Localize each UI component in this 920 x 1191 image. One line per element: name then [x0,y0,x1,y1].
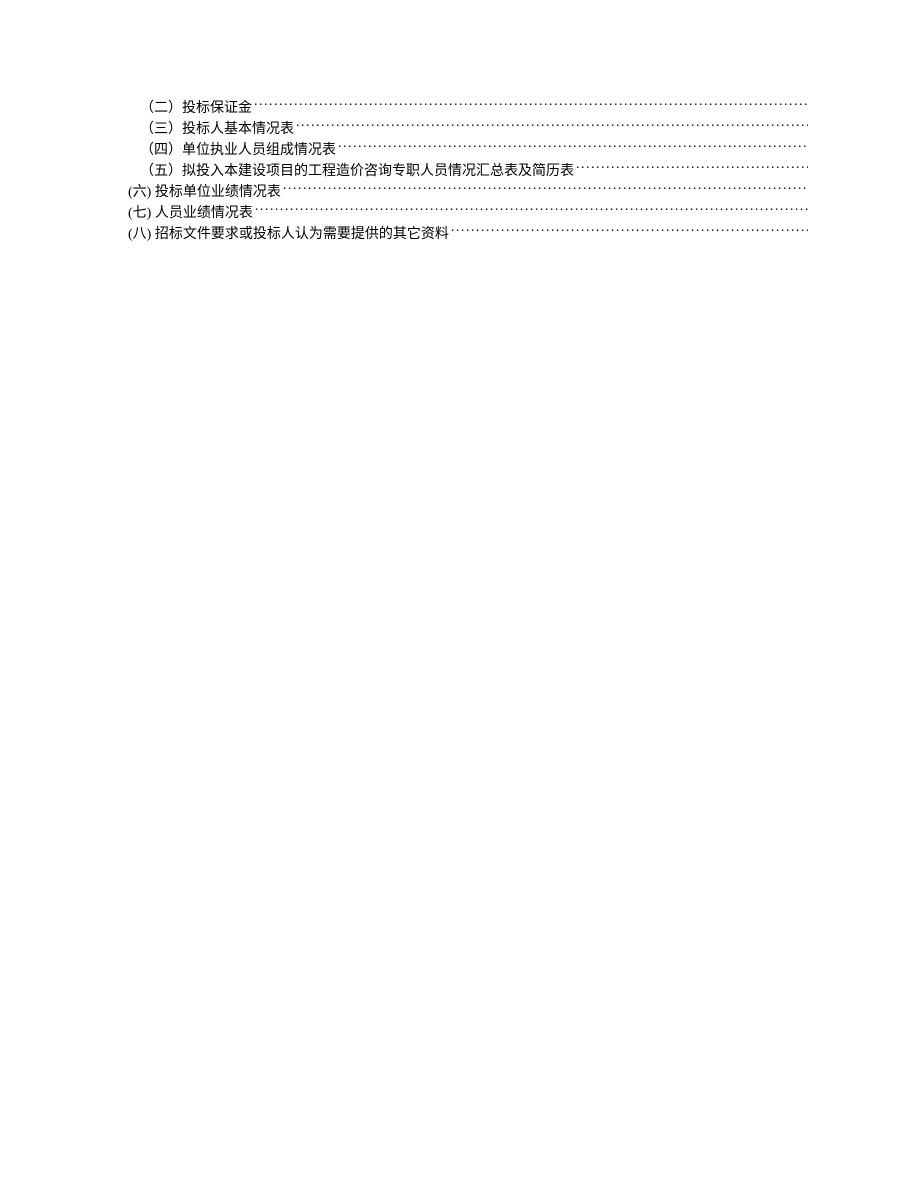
toc-entry: （五）拟投入本建设项目的工程造价咨询专职人员情况汇总表及简历表 [128,161,808,182]
toc-leader-dots [451,224,808,238]
toc-label: （五）拟投入本建设项目的工程造价咨询专职人员情况汇总表及简历表 [140,161,574,182]
toc-container: （二）投标保证金 （三）投标人基本情况表 （四）单位执业人员组成情况表 （五）拟… [128,98,808,245]
toc-leader-dots [338,140,808,154]
toc-leader-dots [283,182,808,196]
toc-leader-dots [296,119,808,133]
toc-label: （四）单位执业人员组成情况表 [140,140,336,161]
toc-entry: (六) 投标单位业绩情况表 [128,182,808,203]
toc-label: (六) 投标单位业绩情况表 [128,182,281,203]
toc-label: （三）投标人基本情况表 [140,119,294,140]
toc-entry: （四）单位执业人员组成情况表 [128,140,808,161]
toc-entry: （二）投标保证金 [128,98,808,119]
toc-entry: (七) 人员业绩情况表 [128,203,808,224]
toc-label: (八) 招标文件要求或投标人认为需要提供的其它资料 [128,224,449,245]
toc-label: （二）投标保证金 [140,98,252,119]
toc-entry: （三）投标人基本情况表 [128,119,808,140]
toc-entry: (八) 招标文件要求或投标人认为需要提供的其它资料 [128,224,808,245]
toc-leader-dots [576,161,808,175]
toc-leader-dots [255,203,808,217]
toc-label: (七) 人员业绩情况表 [128,203,253,224]
toc-leader-dots [254,98,808,112]
